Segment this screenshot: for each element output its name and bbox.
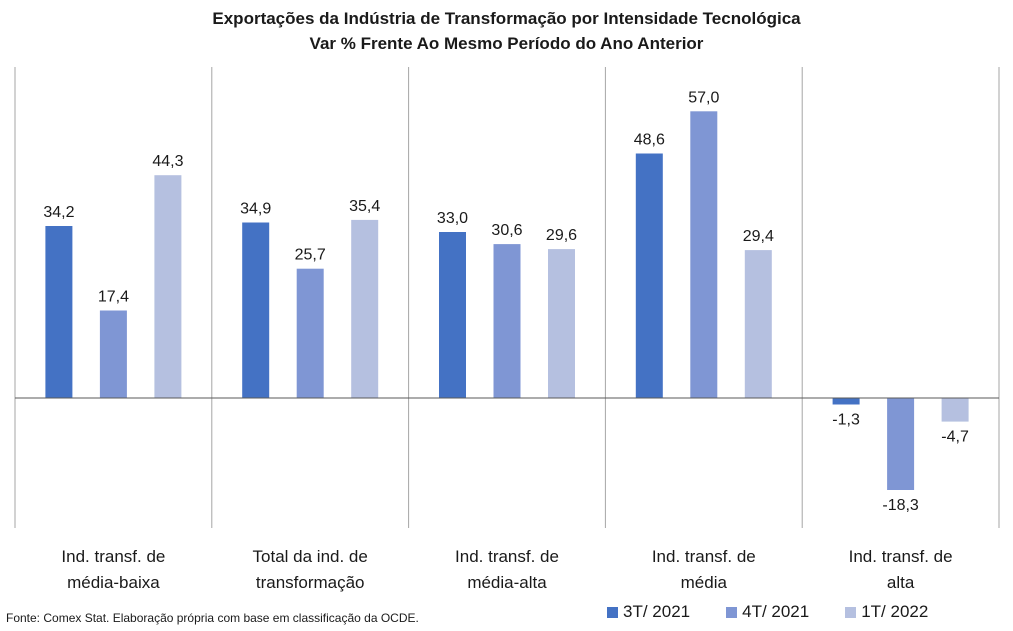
category-label-5-line-2: alta bbox=[887, 573, 915, 592]
bar-series-1-cat-4 bbox=[635, 153, 663, 398]
legend-swatch-series-2 bbox=[726, 606, 738, 618]
bar-series-3-cat-1 bbox=[154, 175, 182, 398]
data-label-series-1-cat-3: 33,0 bbox=[437, 210, 468, 227]
bar-chart: 34,2 34,9 33,0 48,6 -1,3 17,4 25,7 30,6 57,0 -18,… bbox=[14, 67, 1000, 592]
data-label-series-2-cat-1: 17,4 bbox=[98, 289, 129, 306]
data-label-series-3-cat-1: 44,3 bbox=[152, 153, 183, 170]
data-label-series-2-cat-5: -18,3 bbox=[882, 497, 919, 514]
category-label-5-line-1: Ind. transf. de bbox=[849, 547, 953, 566]
legend-swatch-series-1 bbox=[607, 606, 618, 618]
bar-series-2-cat-2 bbox=[296, 268, 324, 398]
data-label-series-3-cat-5: -4,7 bbox=[941, 429, 969, 446]
chart-title-line1: Exportações da Indústria de Transformaçã… bbox=[212, 9, 801, 28]
bar-series-3-cat-4 bbox=[744, 250, 772, 398]
category-label-1-line-1: Ind. transf. de bbox=[61, 547, 165, 566]
data-label-series-1-cat-4: 48,6 bbox=[634, 132, 665, 149]
data-label-series-2-cat-2: 25,7 bbox=[295, 247, 326, 264]
bar-series-3-cat-3 bbox=[548, 249, 575, 398]
data-label-series-3-cat-2: 35,4 bbox=[349, 198, 380, 215]
category-label-3-line-1: Ind. transf. de bbox=[455, 547, 559, 566]
bar-series-2-cat-1 bbox=[99, 310, 127, 398]
bar-series-2-cat-5 bbox=[887, 398, 915, 490]
data-label-series-1-cat-2: 34,9 bbox=[240, 201, 271, 218]
bar-series-1-cat-5 bbox=[832, 398, 860, 405]
legend-item-series-1: 3T/ 2021 bbox=[607, 602, 690, 622]
bar-series-1-cat-2 bbox=[242, 222, 270, 398]
source-note: Fonte: Comex Stat. Elaboração própria co… bbox=[6, 611, 419, 625]
category-label-3-line-2: média-alta bbox=[467, 573, 547, 592]
data-label-series-1-cat-1: 34,2 bbox=[43, 204, 74, 221]
chart-subtitle: Var % Frente Ao Mesmo Período do Ano Ant… bbox=[309, 34, 704, 53]
bar-series-1-cat-3 bbox=[439, 232, 466, 398]
category-label-4-line-1: Ind. transf. de bbox=[652, 547, 756, 566]
data-label-series-2-cat-3: 30,6 bbox=[491, 222, 522, 239]
legend-item-series-3: 1T/ 2022 bbox=[845, 602, 928, 622]
legend-label-series-2: 4T/ 2021 bbox=[742, 602, 810, 621]
category-label-2-line-1: Total da ind. de bbox=[253, 547, 368, 566]
bar-series-2-cat-3 bbox=[493, 244, 521, 398]
bar-series-2-cat-4 bbox=[690, 111, 718, 399]
category-label-4-line-2: média bbox=[681, 573, 728, 592]
data-label-series-3-cat-3: 29,6 bbox=[546, 227, 577, 244]
legend-label-series-3: 1T/ 2022 bbox=[861, 602, 929, 621]
legend: 3T/ 2021 4T/ 2021 1T/ 2022 bbox=[607, 602, 928, 622]
bar-series-1-cat-1 bbox=[45, 226, 73, 398]
legend-item-series-2: 4T/ 2021 bbox=[726, 602, 809, 622]
bar-series-3-cat-5 bbox=[941, 398, 969, 422]
bar-series-3-cat-2 bbox=[351, 219, 379, 398]
category-label-1-line-2: média-baixa bbox=[67, 573, 160, 592]
chart-title: Exportações da Indústria de Transformaçã… bbox=[0, 6, 1013, 56]
data-label-series-3-cat-4: 29,4 bbox=[743, 228, 774, 245]
data-label-series-1-cat-5: -1,3 bbox=[832, 412, 860, 429]
category-label-2-line-2: transformação bbox=[256, 573, 365, 592]
legend-label-series-1: 3T/ 2021 bbox=[623, 602, 691, 621]
legend-swatch-series-3 bbox=[845, 606, 857, 618]
data-label-series-2-cat-4: 57,0 bbox=[688, 89, 719, 106]
